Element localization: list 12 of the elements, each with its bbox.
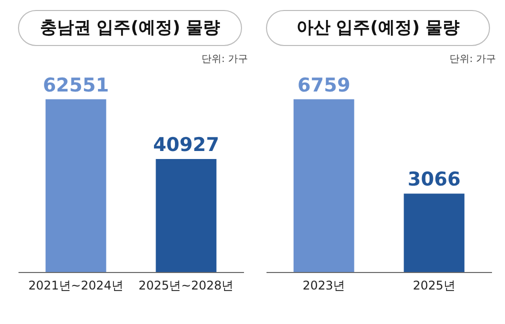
data-label: 3066 (408, 168, 461, 191)
text: 단위: 가구 (448, 53, 497, 66)
data-label: 62551 (42, 74, 109, 96)
x-tick-label: 2025년 (412, 278, 456, 292)
x-tick-label: 2021년~2024년 (28, 278, 124, 292)
x-tick-label: 2023년 (302, 278, 346, 292)
data-label: 6759 (297, 74, 350, 96)
text: 단위: 가구 (200, 53, 249, 66)
x-tick-label: 2025년~2028년 (138, 278, 234, 292)
chart-title: 충남권 입주(예정) 물량 (18, 10, 242, 46)
chart-title: 아산 입주(예정) 물량 (266, 10, 490, 46)
data-label: 40927 (153, 134, 220, 156)
